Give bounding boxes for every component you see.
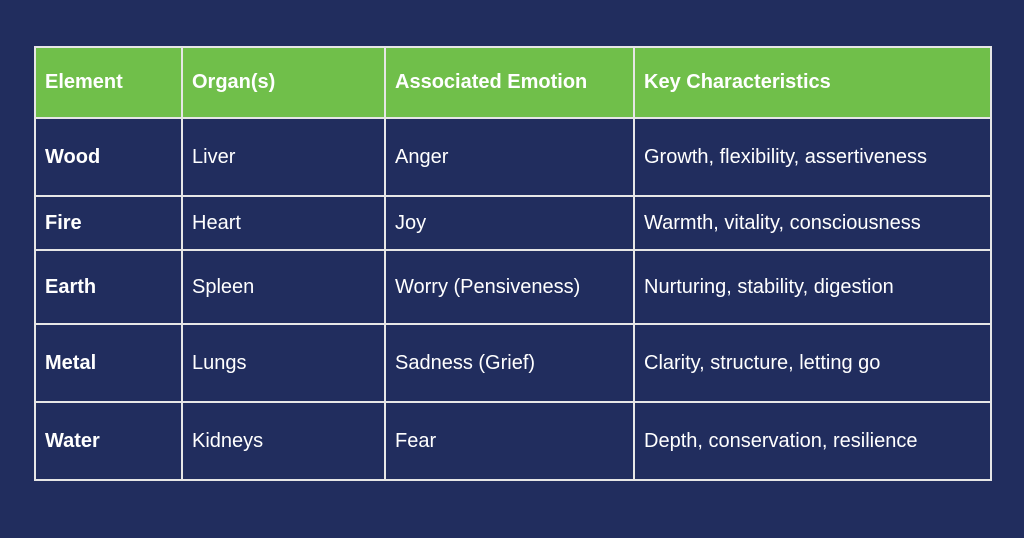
cell-element: Earth [34, 249, 183, 325]
cell-characteristics: Growth, flexibility, assertiveness [633, 117, 992, 197]
table-row: Metal Lungs Sadness (Grief) Clarity, str… [34, 323, 992, 403]
cell-characteristics: Nurturing, stability, digestion [633, 249, 992, 325]
header-characteristics: Key Characteristics [633, 46, 992, 119]
cell-element: Wood [34, 117, 183, 197]
cell-organ: Lungs [181, 323, 386, 403]
header-row: Element Organ(s) Associated Emotion Key … [34, 46, 992, 119]
cell-characteristics: Clarity, structure, letting go [633, 323, 992, 403]
cell-element: Water [34, 401, 183, 481]
table-row: Water Kidneys Fear Depth, conservation, … [34, 401, 992, 481]
header-emotion: Associated Emotion [384, 46, 635, 119]
cell-organ: Spleen [181, 249, 386, 325]
cell-organ: Heart [181, 195, 386, 251]
cell-emotion: Worry (Pensiveness) [384, 249, 635, 325]
table-row: Wood Liver Anger Growth, flexibility, as… [34, 117, 992, 197]
cell-emotion: Joy [384, 195, 635, 251]
table-row: Earth Spleen Worry (Pensiveness) Nurturi… [34, 249, 992, 325]
header-organs: Organ(s) [181, 46, 386, 119]
cell-characteristics: Warmth, vitality, consciousness [633, 195, 992, 251]
cell-emotion: Anger [384, 117, 635, 197]
cell-element: Metal [34, 323, 183, 403]
table-row: Fire Heart Joy Warmth, vitality, conscio… [34, 195, 992, 251]
cell-organ: Kidneys [181, 401, 386, 481]
cell-emotion: Fear [384, 401, 635, 481]
cell-element: Fire [34, 195, 183, 251]
five-elements-table: Element Organ(s) Associated Emotion Key … [34, 46, 992, 481]
header-element: Element [34, 46, 183, 119]
cell-emotion: Sadness (Grief) [384, 323, 635, 403]
cell-characteristics: Depth, conservation, resilience [633, 401, 992, 481]
cell-organ: Liver [181, 117, 386, 197]
